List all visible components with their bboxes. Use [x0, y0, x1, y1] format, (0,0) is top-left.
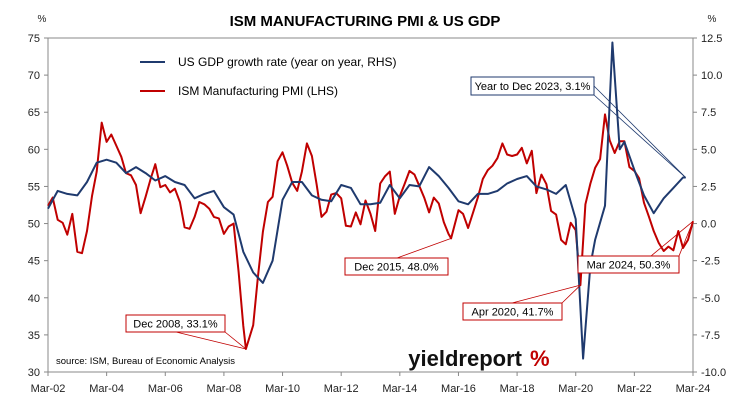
right-tick-label: 10.0	[701, 70, 722, 82]
annotation-label: Year to Dec 2023, 3.1%	[475, 81, 591, 93]
x-tick-label: Mar-16	[441, 383, 476, 395]
annotation-leader-line	[224, 331, 247, 350]
left-tick-label: 50	[28, 219, 40, 231]
right-tick-label: 12.5	[701, 33, 722, 45]
x-tick-label: Mar-04	[89, 383, 124, 395]
right-tick-label: -5.0	[701, 293, 720, 305]
right-tick-label: 7.5	[701, 107, 716, 119]
x-tick-label: Mar-12	[324, 383, 359, 395]
left-axis-unit: %	[38, 14, 47, 25]
gdp-series-line	[47, 41, 686, 360]
legend-label-gdp: US GDP growth rate (year on year, RHS)	[178, 55, 397, 69]
annotation-leader-line	[650, 221, 694, 257]
right-tick-label: -7.5	[701, 330, 720, 342]
legend: US GDP growth rate (year on year, RHS) I…	[140, 55, 397, 98]
x-tick-label: Mar-10	[265, 383, 300, 395]
right-tick-label: 2.5	[701, 181, 716, 193]
left-tick-label: 40	[28, 293, 40, 305]
annotation-box	[462, 302, 563, 321]
right-tick-label: -10.0	[701, 367, 726, 379]
annotation-label: Mar 2024, 50.3%	[587, 260, 671, 272]
x-axis: Mar-02 Mar-04 Mar-06 Mar-08 Mar-10 Mar-12 Mar-…	[31, 372, 711, 395]
annotation-layer: Year to Dec 2023, 3.1% Dec 2015, 48.0% Dec…	[125, 76, 694, 350]
left-tick-label: 35	[28, 330, 40, 342]
right-tick-label: 0.0	[701, 219, 716, 231]
logo-percent-icon: %	[530, 346, 550, 371]
annotation-leader-line	[593, 94, 686, 178]
x-tick-label: Mar-24	[676, 383, 711, 395]
annotation-leader-line	[678, 221, 694, 257]
yieldreport-logo: yieldreport %	[408, 346, 549, 371]
left-tick-label: 60	[28, 144, 40, 156]
annotation-leader-line	[593, 85, 686, 178]
left-tick-label: 75	[28, 33, 40, 45]
x-tick-label: Mar-18	[500, 383, 535, 395]
x-tick-label: Mar-08	[206, 383, 241, 395]
x-tick-label: Mar-02	[31, 383, 66, 395]
annotation-box	[344, 257, 449, 276]
pmi-series-line	[47, 113, 694, 350]
annotation-box	[125, 314, 226, 333]
annotation-label: Dec 2015, 48.0%	[354, 262, 439, 274]
right-tick-label: -2.5	[701, 256, 720, 268]
annotation-label: Dec 2008, 33.1%	[133, 319, 218, 331]
x-tick-label: Mar-14	[382, 383, 417, 395]
annotation-label: Apr 2020, 41.7%	[472, 307, 554, 319]
right-axis-unit: %	[708, 14, 717, 25]
x-tick-label: Mar-22	[617, 383, 652, 395]
left-tick-label: 45	[28, 256, 40, 268]
left-tick-label: 55	[28, 181, 40, 193]
left-axis: 30 35 40 45 50 55 60 65 70 75	[28, 33, 48, 379]
left-tick-label: 70	[28, 70, 40, 82]
legend-label-pmi: ISM Manufacturing PMI (LHS)	[178, 84, 338, 98]
series-layer	[47, 41, 694, 360]
annotation-box	[577, 255, 680, 274]
right-axis: -10.0 -7.5 -5.0 -2.5 0.0 2.5 5.0 7.5 10.0 12.5	[693, 33, 726, 379]
x-tick-label: Mar-20	[558, 383, 593, 395]
chart-title: ISM MANUFACTURING PMI & US GDP	[230, 13, 501, 30]
annotation-leader-line	[396, 238, 452, 259]
left-tick-label: 30	[28, 367, 40, 379]
source-note: source: ISM, Bureau of Economic Analysis	[56, 356, 235, 367]
right-tick-label: 5.0	[701, 144, 716, 156]
logo-text: yieldreport	[408, 346, 522, 371]
annotation-leader-line	[561, 284, 581, 304]
x-tick-label: Mar-06	[148, 383, 183, 395]
left-tick-label: 65	[28, 107, 40, 119]
annotation-box	[470, 76, 595, 96]
annotation-leader-line	[511, 284, 581, 304]
annotation-leader-line	[175, 331, 246, 350]
